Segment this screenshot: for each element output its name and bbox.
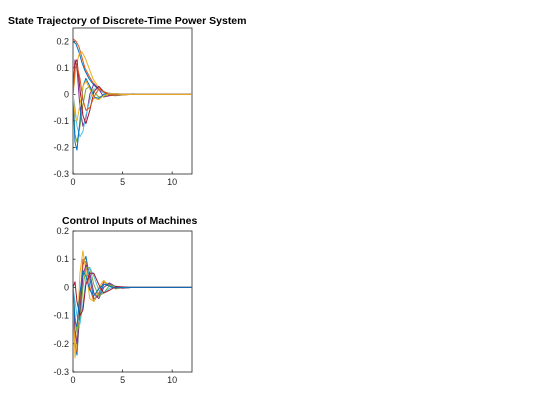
x-tick-label: 5 [120,375,125,385]
y-tick-label: -0.2 [53,339,69,349]
axis-ticks: 0 5 10 -0.3 -0.2 -0.1 0 0.1 0.2 [53,36,177,187]
axis-ticks: 0 5 10 -0.3 -0.2 -0.1 0 0.1 0.2 [53,226,177,385]
x-tick-label: 10 [167,177,177,187]
series-line [73,269,192,328]
y-tick-label: -0.1 [53,311,69,321]
y-tick-label: 0.2 [56,226,69,236]
series-lines [73,250,192,359]
x-tick-label: 0 [70,177,75,187]
y-tick-label: 0 [64,89,69,99]
plot-area [72,230,193,373]
y-tick-label: -0.2 [53,142,69,152]
series-line [73,80,192,122]
y-tick-label: 0.1 [56,63,69,73]
y-tick-label: -0.3 [53,169,69,179]
y-tick-label: 0 [64,282,69,292]
y-tick-label: 0.1 [56,254,69,264]
control-inputs-chart: Control Inputs of Machines 0 5 10 -0.3 -0.2 -… [53,215,197,385]
x-tick-label: 10 [167,375,177,385]
x-tick-label: 5 [120,177,125,187]
y-tick-label: 0.2 [56,36,69,46]
y-tick-label: -0.1 [53,116,69,126]
y-tick-label: -0.3 [53,367,69,377]
series-lines [73,38,192,151]
x-tick-label: 0 [70,375,75,385]
chart-title: Control Inputs of Machines [62,215,197,227]
chart-title: State Trajectory of Discrete-Time Power … [8,15,247,27]
state-trajectory-chart: State Trajectory of Discrete-Time Power … [8,15,247,187]
plot-area [72,27,193,175]
